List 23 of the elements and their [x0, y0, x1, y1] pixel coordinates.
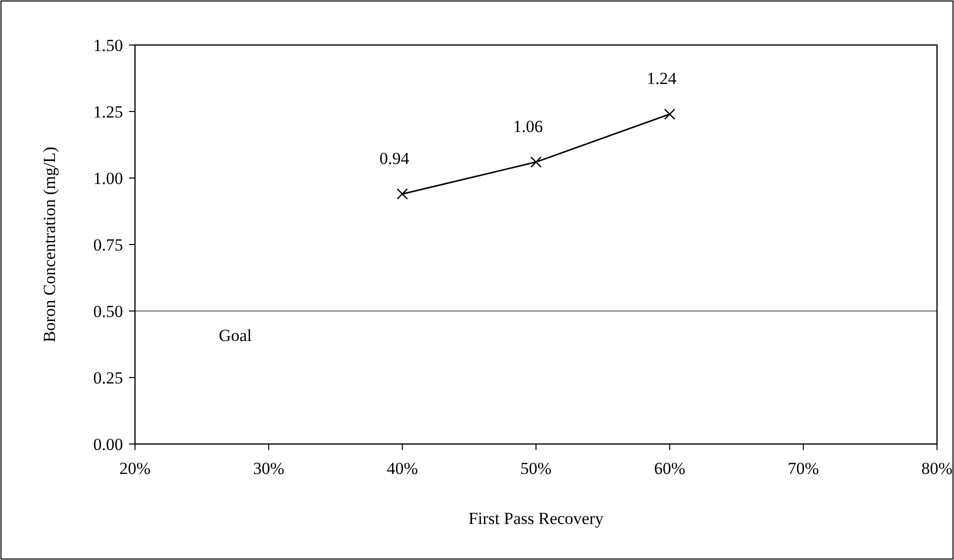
y-tick-label: 1.25: [93, 102, 123, 122]
x-tick-label: 70%: [788, 459, 819, 478]
x-tick-label: 40%: [386, 459, 418, 478]
data-label: 1.24: [646, 69, 678, 88]
data-label: 0.94: [379, 148, 410, 168]
y-tick-label: 0.00: [93, 434, 123, 454]
y-tick-label: 0.75: [93, 235, 123, 254]
point: [530, 156, 542, 168]
y-tick-label: 0.50: [93, 302, 123, 321]
ref-line-label: Goal: [218, 326, 252, 345]
x-tick-label: 60%: [654, 459, 686, 478]
x-tick-label: 30%: [253, 459, 284, 478]
x-tick-label: 20%: [119, 459, 151, 478]
y-tick-label: 0.25: [93, 368, 123, 388]
y-tick-label: 1.50: [93, 36, 123, 55]
data-label: 1.06: [513, 117, 543, 136]
point: [664, 108, 676, 120]
x-tick-label: 80%: [921, 459, 953, 478]
x-axis-title: First Pass Recovery: [468, 509, 604, 528]
y-axis-title: Boron Concentration (mg/L): [40, 146, 59, 342]
point: [396, 188, 408, 200]
x-tick-label: 50%: [520, 459, 552, 478]
y-tick-label: 1.00: [93, 168, 123, 188]
